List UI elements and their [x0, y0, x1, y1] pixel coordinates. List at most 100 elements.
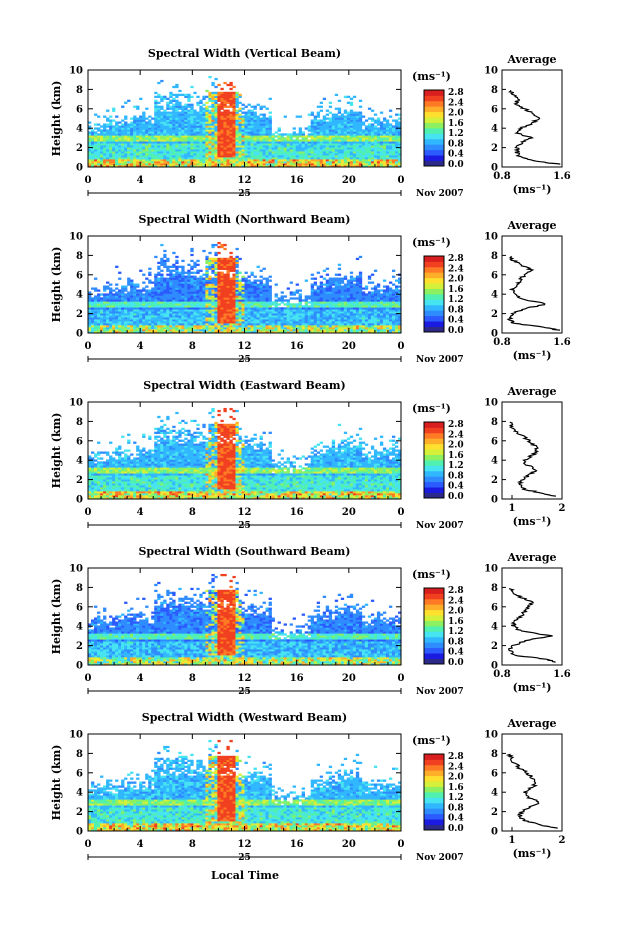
- heatmap-cell: [166, 299, 170, 302]
- heatmap-cell: [307, 321, 312, 324]
- heatmap-cell: [214, 123, 218, 126]
- heatmap-cell: [343, 145, 348, 148]
- heatmap-cell: [139, 151, 143, 154]
- heatmap-cell: [115, 299, 119, 302]
- heatmap-cell: [355, 159, 360, 162]
- heatmap-cell: [241, 327, 245, 330]
- x-tick-label: 20: [342, 175, 356, 186]
- heatmap-cell: [361, 115, 366, 118]
- heatmap-cell: [328, 129, 333, 132]
- heatmap-cell: [172, 273, 176, 276]
- heatmap-cell: [127, 297, 131, 300]
- heatmap-cell: [103, 159, 107, 162]
- heatmap-cell: [196, 299, 200, 302]
- heatmap-cell: [226, 321, 230, 324]
- heatmap-cell: [235, 137, 239, 140]
- heatmap-cell: [226, 123, 230, 126]
- heatmap-cell: [145, 303, 149, 306]
- heatmap-cell: [154, 273, 158, 276]
- heatmap-cell: [379, 165, 384, 167]
- heatmap-cell: [136, 319, 140, 322]
- heatmap-cell: [358, 143, 363, 146]
- heatmap-cell: [301, 317, 305, 320]
- heatmap-cell: [88, 133, 92, 136]
- heatmap-cell: [226, 143, 230, 146]
- heatmap-cell: [397, 161, 401, 164]
- heatmap-cell: [193, 331, 197, 333]
- heatmap-cell: [376, 145, 381, 148]
- heatmap-cell: [376, 151, 381, 154]
- heatmap-cell: [187, 275, 191, 278]
- heatmap-cell: [127, 129, 131, 132]
- heatmap-cell: [157, 157, 161, 160]
- heatmap-cell: [184, 155, 188, 158]
- heatmap-cell: [391, 125, 396, 128]
- heatmap-cell: [151, 123, 155, 126]
- heatmap-cell: [118, 305, 122, 308]
- heatmap-cell: [232, 123, 236, 126]
- heatmap-cell: [145, 159, 149, 162]
- heatmap-cell: [175, 313, 179, 316]
- heatmap-cell: [211, 269, 215, 272]
- heatmap-cell: [322, 123, 327, 126]
- heatmap-cell: [136, 139, 140, 142]
- heatmap-cell: [301, 153, 305, 156]
- heatmap-cell: [217, 311, 221, 314]
- heatmap-cell: [172, 301, 176, 304]
- heatmap-cell: [175, 111, 179, 114]
- heatmap-cell: [172, 85, 176, 89]
- heatmap-cell: [217, 147, 221, 150]
- heatmap-cell: [235, 323, 239, 326]
- heatmap-cell: [163, 143, 167, 146]
- heatmap-cell: [229, 311, 233, 314]
- heatmap-cell: [106, 153, 110, 156]
- heatmap-cell: [175, 113, 179, 116]
- heatmap-cell: [202, 277, 206, 280]
- heatmap-cell: [376, 147, 381, 150]
- heatmap-cell: [289, 141, 293, 144]
- heatmap-cell: [226, 259, 230, 263]
- heatmap-cell: [205, 121, 209, 124]
- heatmap-cell: [148, 301, 152, 304]
- heatmap-cell: [142, 161, 146, 164]
- heatmap-cell: [319, 149, 324, 152]
- heatmap-cell: [208, 307, 212, 310]
- heatmap-cell: [304, 137, 308, 140]
- heatmap-cell: [346, 149, 351, 152]
- heatmap-cell: [163, 161, 167, 164]
- heatmap-cell: [349, 143, 354, 146]
- heatmap-cell: [214, 257, 218, 261]
- heatmap-cell: [217, 287, 221, 290]
- heatmap-cell: [343, 109, 348, 112]
- heatmap-cell: [193, 161, 197, 164]
- heatmap-cell: [271, 145, 275, 148]
- heatmap-cell: [205, 275, 209, 278]
- heatmap-cell: [193, 317, 197, 320]
- heatmap-cell: [157, 265, 161, 268]
- heatmap-cell: [127, 137, 131, 140]
- heatmap-cell: [250, 151, 254, 154]
- heatmap-cell: [262, 165, 266, 167]
- heatmap-cell: [301, 305, 305, 308]
- heatmap-cell: [385, 125, 390, 128]
- heatmap-cell: [157, 291, 161, 294]
- heatmap-cell: [139, 295, 143, 298]
- heatmap-cell: [265, 141, 269, 144]
- heatmap-cell: [169, 293, 173, 296]
- heatmap-cell: [274, 155, 278, 158]
- heatmap-cell: [103, 165, 107, 167]
- heatmap-cell: [136, 133, 140, 136]
- heatmap-cell: [214, 271, 218, 274]
- heatmap-cell: [334, 107, 339, 110]
- heatmap-cell: [103, 329, 107, 332]
- heatmap-cell: [253, 275, 257, 278]
- heatmap-cell: [286, 315, 290, 318]
- heatmap-cell: [229, 139, 233, 142]
- heatmap-cell: [244, 123, 248, 126]
- heatmap-cell: [349, 133, 354, 136]
- heatmap-cell: [97, 327, 101, 330]
- heatmap-cell: [238, 109, 242, 112]
- heatmap-cell: [103, 157, 107, 160]
- heatmap-cell: [169, 95, 173, 99]
- heatmap-cell: [139, 323, 143, 326]
